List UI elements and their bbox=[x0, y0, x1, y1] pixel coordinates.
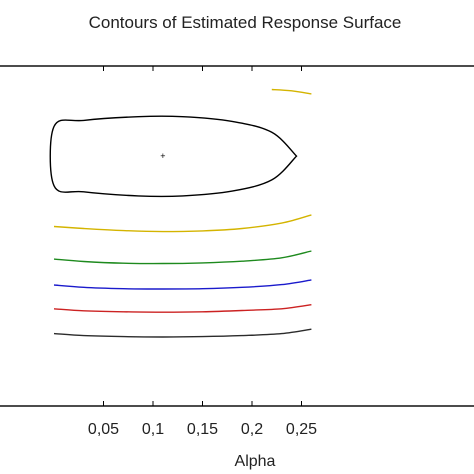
contour-line-2 bbox=[53, 214, 312, 233]
contour-line-6 bbox=[53, 304, 312, 313]
contour-line-3 bbox=[271, 88, 312, 95]
x-axis-label: Alpha bbox=[235, 453, 276, 470]
contour-line-1 bbox=[49, 115, 298, 198]
x-tick-label: 0,15 bbox=[187, 421, 218, 438]
optimum-marker: + bbox=[160, 151, 165, 161]
x-tick-label: 0,25 bbox=[286, 421, 317, 438]
x-tick-label: 0,1 bbox=[142, 421, 164, 438]
x-tick-label: 0,05 bbox=[88, 421, 119, 438]
plot-frame bbox=[0, 65, 474, 407]
x-tick-label: 0,2 bbox=[241, 421, 263, 438]
optimum-marker-symbol: + bbox=[160, 151, 165, 161]
contour-line-7 bbox=[53, 328, 312, 338]
x-axis-ticks: 0,05 0,1 0,15 0,2 0,25 bbox=[88, 66, 317, 438]
contour-lines bbox=[49, 88, 312, 338]
chart-title: Contours of Estimated Response Surface bbox=[89, 13, 402, 32]
contour-line-5 bbox=[53, 279, 312, 290]
contour-line-4 bbox=[53, 250, 312, 265]
